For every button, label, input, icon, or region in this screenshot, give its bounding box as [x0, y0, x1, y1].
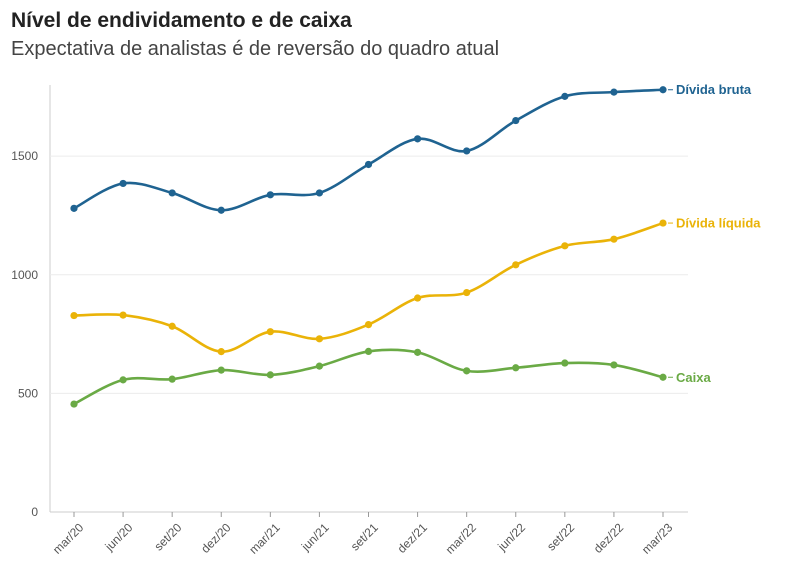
data-point: [364, 160, 373, 169]
data-point: [119, 179, 127, 188]
y-tick-label: 1500: [11, 149, 38, 163]
data-point: [364, 320, 373, 329]
series-labels: Dívida bruta Dívida líquida Caixa: [668, 82, 761, 385]
data-point: [315, 189, 324, 197]
x-tick-label: set/21: [348, 520, 381, 553]
data-point: [610, 235, 618, 243]
data-point: [561, 92, 569, 100]
x-tick-label: set/20: [151, 520, 184, 553]
data-point: [561, 359, 569, 367]
series-label: Caixa: [676, 370, 711, 385]
data-point: [119, 311, 127, 319]
data-point: [266, 328, 274, 336]
data-point: [315, 362, 324, 370]
data-point: [512, 364, 520, 372]
x-tick-label: mar/22: [443, 520, 480, 557]
y-tick-label: 500: [18, 386, 38, 400]
x-axis-ticks: mar/20 jun/20 set/20 dez/20 mar/21 jun/21 set/…: [50, 512, 676, 557]
data-point: [413, 294, 422, 302]
chart-title: Nível de endividamento e de caixa: [11, 9, 352, 32]
data-point: [70, 311, 78, 320]
data-point: [217, 348, 225, 356]
data-point: [168, 189, 176, 197]
data-point: [610, 361, 618, 369]
data-point: [659, 373, 667, 381]
data-point: [659, 86, 667, 94]
series-label: Dívida líquida: [676, 216, 761, 231]
x-tick-label: dez/21: [395, 520, 431, 556]
x-tick-label: mar/20: [50, 520, 87, 557]
x-tick-label: set/22: [544, 520, 577, 553]
data-point: [463, 367, 471, 375]
series-lines: [73, 88, 664, 406]
y-tick-label: 0: [31, 505, 38, 519]
data-point: [119, 376, 127, 384]
series-label: Dívida bruta: [676, 82, 752, 97]
data-point: [217, 366, 225, 374]
y-axis-ticks: 0 500 1000 1500: [11, 149, 38, 519]
x-tick-label: mar/21: [246, 520, 283, 557]
data-point: [463, 288, 471, 297]
data-point: [610, 88, 618, 96]
series-line: [73, 88, 664, 212]
data-point: [168, 375, 176, 383]
x-tick-label: jun/22: [494, 520, 528, 554]
series-points: [70, 86, 667, 408]
series-line: [73, 221, 664, 353]
x-tick-label: dez/20: [198, 520, 234, 556]
y-tick-label: 1000: [11, 268, 38, 282]
data-point: [266, 191, 274, 199]
data-point: [266, 371, 274, 379]
data-point: [512, 261, 520, 269]
data-point: [315, 335, 324, 343]
data-point: [413, 348, 422, 356]
data-point: [561, 242, 569, 250]
data-point: [659, 219, 667, 227]
x-tick-label: mar/23: [639, 520, 676, 557]
data-point: [70, 204, 78, 212]
data-point: [413, 135, 422, 143]
data-point: [217, 206, 225, 214]
data-point: [364, 347, 373, 356]
data-point: [70, 400, 78, 408]
data-point: [512, 116, 520, 125]
x-tick-label: jun/20: [102, 520, 136, 554]
chart-subtitle: Expectativa de analistas é de reversão d…: [11, 38, 500, 60]
x-tick-label: jun/21: [298, 520, 332, 554]
grid-lines: [49, 85, 688, 513]
data-point: [463, 147, 471, 155]
series-line: [73, 348, 664, 406]
x-tick-label: dez/22: [591, 520, 627, 556]
data-point: [168, 322, 176, 330]
